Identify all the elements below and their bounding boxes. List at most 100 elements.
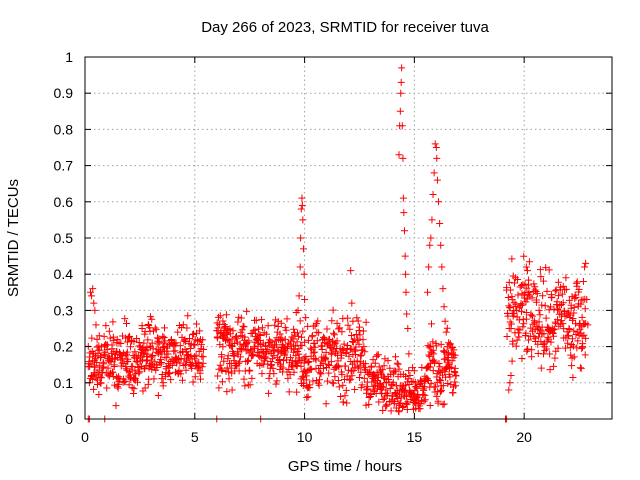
data-point [525, 288, 533, 296]
data-point [261, 353, 269, 361]
data-point [198, 363, 206, 371]
data-point [375, 363, 383, 371]
data-point [361, 348, 369, 356]
data-point [399, 194, 407, 202]
data-points [84, 64, 592, 423]
data-point [131, 348, 139, 356]
data-point [578, 313, 586, 321]
data-point [186, 335, 194, 343]
data-point [566, 344, 574, 352]
data-point [397, 89, 405, 97]
data-point [365, 400, 373, 408]
data-point [337, 351, 345, 359]
data-point [570, 353, 578, 361]
data-point [293, 362, 301, 370]
data-point [421, 396, 429, 404]
data-point [520, 320, 528, 328]
data-point [402, 392, 410, 400]
data-point [86, 288, 94, 296]
data-point [358, 381, 366, 389]
data-point [245, 337, 253, 345]
data-point [284, 374, 292, 382]
data-point [389, 378, 397, 386]
data-point [568, 341, 576, 349]
data-point [403, 310, 411, 318]
data-point [112, 402, 120, 410]
data-point [573, 278, 581, 286]
data-point [521, 280, 529, 288]
data-point [400, 209, 408, 217]
data-point [437, 340, 445, 348]
data-point [431, 358, 439, 366]
data-point [130, 375, 138, 383]
data-point [452, 382, 460, 390]
data-point [386, 364, 394, 372]
data-point [507, 372, 515, 380]
data-point [346, 325, 354, 333]
data-point [561, 312, 569, 320]
y-tick-label: 0.7 [54, 158, 74, 174]
data-point [420, 386, 428, 394]
data-point [387, 407, 395, 415]
data-point [318, 346, 326, 354]
data-point [369, 356, 377, 364]
data-point [340, 340, 348, 348]
data-point [527, 324, 535, 332]
data-point [505, 386, 513, 394]
data-point [509, 337, 517, 345]
data-point [238, 326, 246, 334]
data-point [557, 301, 565, 309]
data-point [523, 284, 531, 292]
data-point [344, 342, 352, 350]
data-point [297, 234, 305, 242]
data-point [193, 337, 201, 345]
data-point [522, 309, 530, 317]
data-point [525, 258, 533, 266]
data-point [520, 252, 528, 260]
data-point [285, 388, 293, 396]
data-point [334, 376, 342, 384]
data-point [343, 399, 351, 407]
data-point [236, 358, 244, 366]
data-point [258, 324, 266, 332]
data-point [525, 336, 533, 344]
data-point [435, 367, 443, 375]
data-point [218, 366, 226, 374]
x-tick-label: 20 [516, 429, 532, 445]
data-point [329, 306, 337, 314]
data-point [533, 290, 541, 298]
data-point [128, 384, 136, 392]
data-point [523, 267, 531, 275]
data-point [184, 312, 192, 320]
data-point [382, 386, 390, 394]
data-point [289, 335, 297, 343]
data-point [159, 344, 167, 352]
data-point [348, 331, 356, 339]
data-point [554, 305, 562, 313]
data-point [522, 329, 530, 337]
data-point [325, 369, 333, 377]
data-point [182, 348, 190, 356]
data-point [569, 342, 577, 350]
data-point [512, 342, 520, 350]
data-point [293, 338, 301, 346]
data-point [244, 356, 252, 364]
data-point [199, 336, 207, 344]
y-tick-label: 0.6 [54, 194, 74, 210]
data-point [292, 352, 300, 360]
data-point [581, 305, 589, 313]
data-point [338, 328, 346, 336]
data-point [193, 320, 201, 328]
data-point [333, 337, 341, 345]
data-point [362, 360, 370, 368]
data-point [271, 321, 279, 329]
data-point [265, 374, 273, 382]
data-point [355, 323, 363, 331]
data-point [126, 343, 134, 351]
data-point [376, 379, 384, 387]
data-point [448, 350, 456, 358]
data-point [347, 267, 355, 275]
data-point [107, 357, 115, 365]
data-point [394, 360, 402, 368]
data-point [126, 332, 134, 340]
